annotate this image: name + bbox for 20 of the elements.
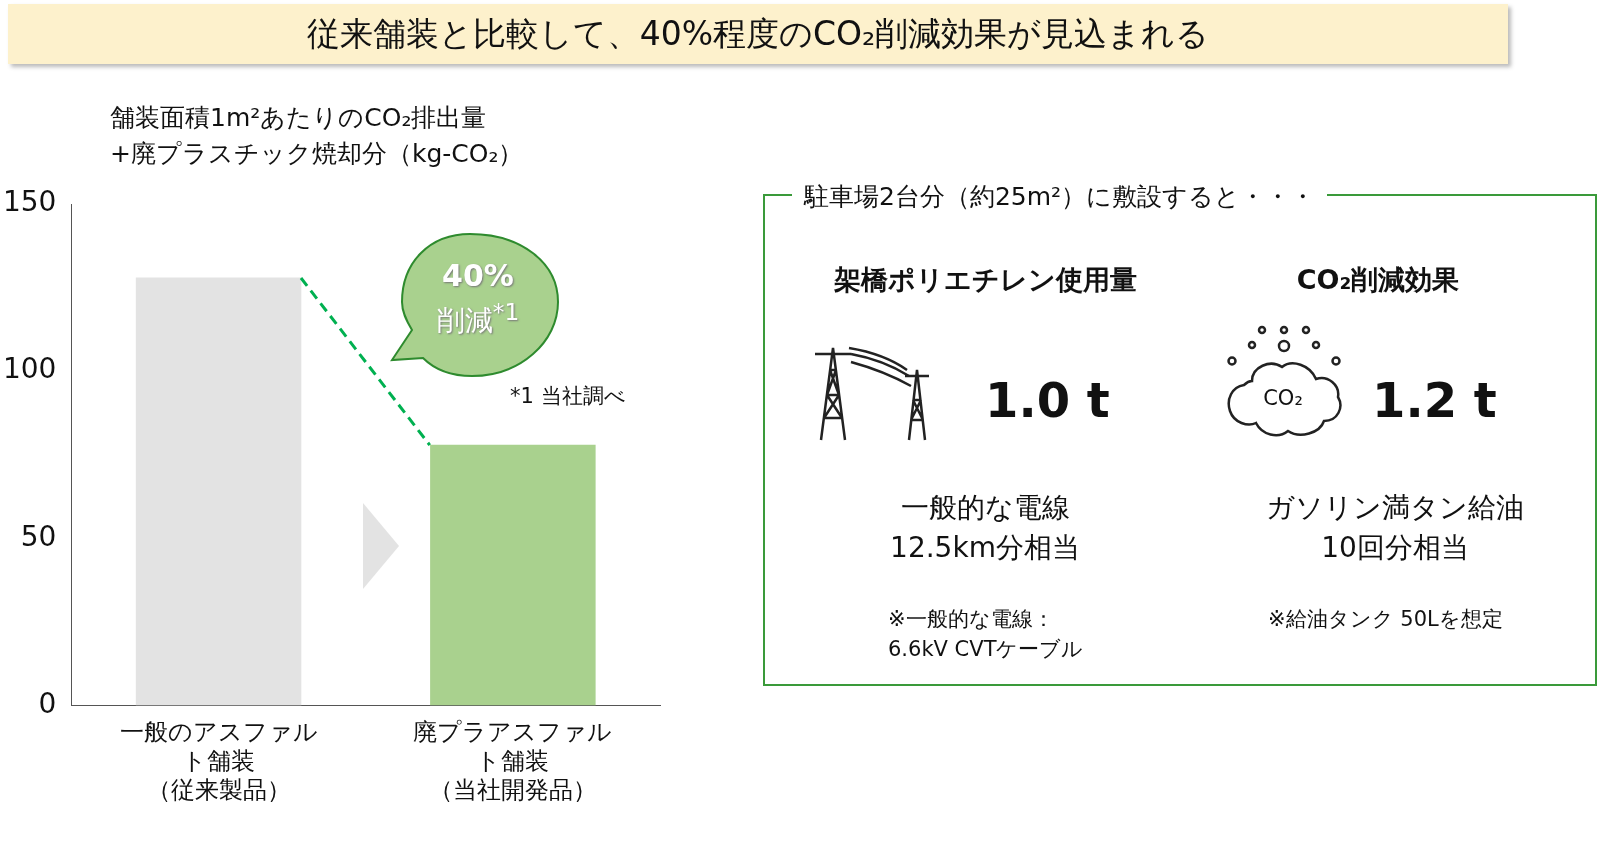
category-label: 架橋ポリエチレン使用量 — [832, 263, 1138, 297]
x-tick-label: 一般のアスファルト舗装（従来製品） — [119, 718, 318, 804]
text: 駐車場2台分（約25m²）に敷設すると・・・ — [792, 180, 1328, 213]
x-tick-label: 廃プラアスファルト舗装（当社開発品） — [413, 718, 613, 804]
text: 1.0 t — [985, 372, 1110, 428]
annotation: 40% 削減$^{*1}$ — [435, 258, 521, 340]
text: ガソリン満タン給油 10回分相当 — [1265, 490, 1525, 566]
y-tick-label: 100 — [2, 352, 57, 386]
y-tick-label: 50 — [20, 519, 57, 553]
y-axis-title: 舗装面積1m²あたりのCO₂排出量 +廃プラスチック焼却分（kg-CO₂） — [110, 102, 524, 170]
y-tick-label: 150 — [2, 185, 57, 219]
y-tick-label: 0 — [38, 686, 57, 720]
text: 1.2 t — [1372, 372, 1497, 428]
annotation: *1 当社調べ — [510, 383, 626, 410]
text: 従来舗装と比較して、40%程度のCO₂削減効果が見込まれる — [8, 4, 1508, 64]
text: CO₂ — [1262, 386, 1304, 410]
category-label: CO₂削減効果 — [1295, 263, 1461, 297]
text: ※一般的な電線： 6.6kV CVTケーブル — [888, 607, 1084, 661]
text: 一般的な電線 12.5km分相当 — [889, 490, 1081, 566]
text: ※給油タンク 50Lを想定 — [1268, 606, 1504, 633]
